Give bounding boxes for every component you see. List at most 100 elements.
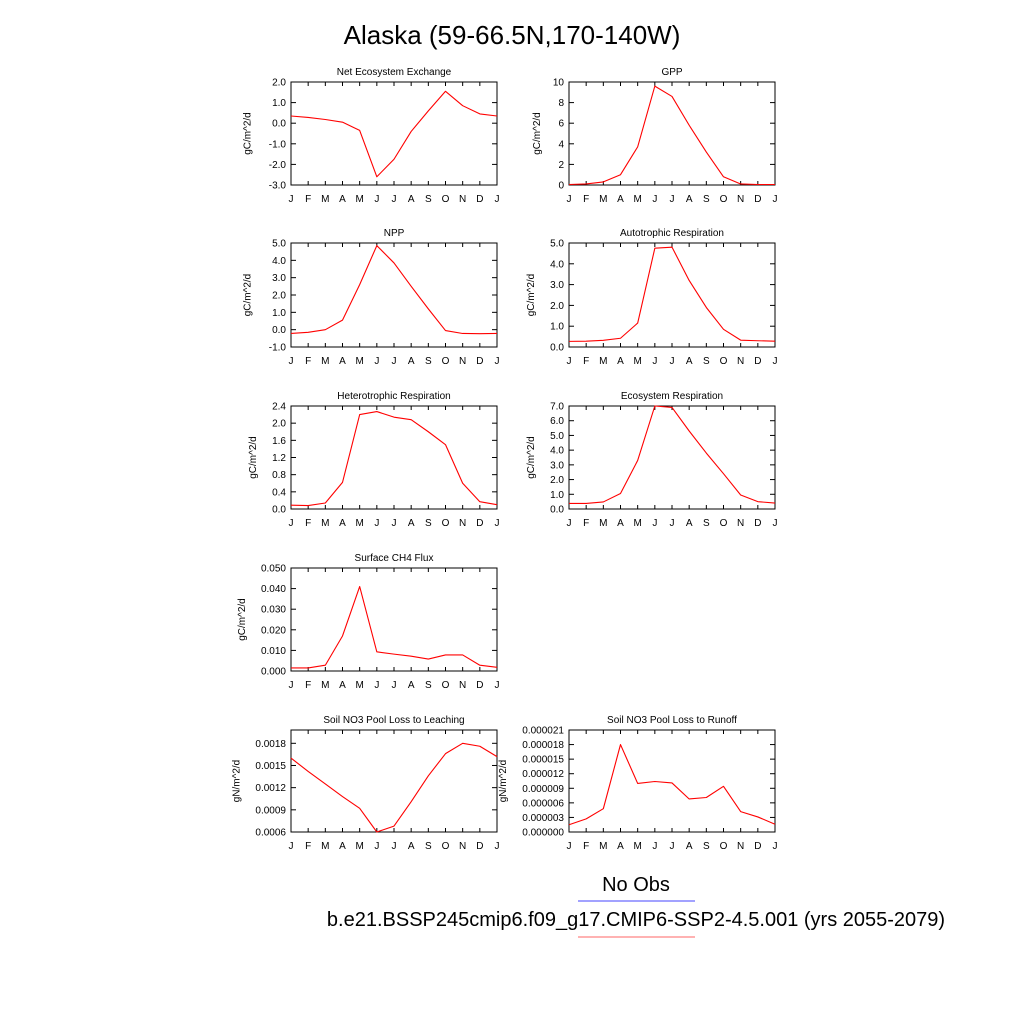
x-tick-label: M <box>599 356 607 367</box>
x-tick-label: D <box>754 841 761 852</box>
figure-legend: No Obs b.e21.BSSP245cmip6.f09_g17.CMIP6-… <box>327 874 945 938</box>
y-tick-label: 3.0 <box>550 460 564 471</box>
x-tick-label: A <box>617 356 624 367</box>
x-tick-label: A <box>408 680 415 691</box>
x-tick-label: A <box>686 518 693 529</box>
x-tick-label: J <box>670 194 675 205</box>
x-tick-label: J <box>495 194 500 205</box>
x-tick-label: O <box>442 194 450 205</box>
x-tick-label: A <box>408 356 415 367</box>
x-tick-label: D <box>476 194 483 205</box>
x-tick-label: A <box>408 194 415 205</box>
series-line <box>290 245 498 335</box>
y-tick-label: 0.030 <box>261 605 286 616</box>
plot-frame <box>568 242 776 348</box>
x-tick-label: J <box>773 356 778 367</box>
y-tick-label: 0.0 <box>272 325 286 336</box>
x-tick-label: S <box>703 356 710 367</box>
x-tick-label: M <box>633 356 641 367</box>
x-tick-label: J <box>773 518 778 529</box>
x-tick-label: O <box>442 518 450 529</box>
panel-title: Ecosystem Respiration <box>621 391 723 402</box>
x-tick-label: J <box>495 680 500 691</box>
y-tick-label: 0.0015 <box>255 761 286 772</box>
x-tick-label: S <box>425 518 432 529</box>
x-tick-label: M <box>321 194 329 205</box>
x-tick-label: O <box>720 518 728 529</box>
y-tick-label: 4 <box>558 139 564 150</box>
y-tick-label: 0.050 <box>261 564 286 575</box>
x-tick-label: O <box>720 194 728 205</box>
x-tick-label: F <box>583 194 589 205</box>
panel-title: Net Ecosystem Exchange <box>337 67 452 78</box>
x-tick-label: S <box>703 841 710 852</box>
figure-title: Alaska (59-66.5N,170-140W) <box>344 20 681 50</box>
x-tick-label: D <box>476 680 483 691</box>
y-tick-label: 2.4 <box>272 402 286 413</box>
y-tick-label: 3.0 <box>550 280 564 291</box>
panel-title: GPP <box>661 67 682 78</box>
x-tick-label: O <box>720 356 728 367</box>
x-tick-label: J <box>392 680 397 691</box>
y-tick-label: 0.000015 <box>522 755 564 766</box>
series-line <box>568 246 776 342</box>
x-tick-label: J <box>289 841 294 852</box>
y-tick-label: -2.0 <box>269 160 287 171</box>
x-tick-label: F <box>305 518 311 529</box>
x-tick-label: A <box>617 518 624 529</box>
x-tick-label: M <box>355 518 363 529</box>
x-tick-label: M <box>355 194 363 205</box>
y-tick-label: -1.0 <box>269 343 287 354</box>
x-tick-label: N <box>737 194 744 205</box>
x-tick-label: J <box>567 194 572 205</box>
x-tick-label: J <box>392 194 397 205</box>
y-tick-label: 1.0 <box>550 490 564 501</box>
x-tick-label: J <box>567 841 572 852</box>
y-tick-label: 0.4 <box>272 487 286 498</box>
y-axis-label: gN/m^2/d <box>231 760 242 803</box>
y-tick-label: 0.0 <box>272 119 286 130</box>
x-tick-label: J <box>392 518 397 529</box>
y-tick-label: 0.0 <box>550 505 564 516</box>
y-tick-label: 8 <box>558 98 564 109</box>
legend-model-label: b.e21.BSSP245cmip6.f09_g17.CMIP6-SSP2-4.… <box>327 909 945 931</box>
y-tick-label: 0.0006 <box>255 828 286 839</box>
x-tick-label: A <box>339 518 346 529</box>
x-tick-label: O <box>720 841 728 852</box>
x-tick-label: J <box>289 518 294 529</box>
y-tick-label: -3.0 <box>269 181 287 192</box>
x-tick-label: S <box>703 194 710 205</box>
x-tick-label: F <box>305 194 311 205</box>
series-line <box>569 405 776 504</box>
x-tick-label: M <box>321 841 329 852</box>
x-tick-label: M <box>321 518 329 529</box>
x-tick-label: J <box>495 518 500 529</box>
y-tick-label: 0.8 <box>272 470 286 481</box>
y-tick-label: 0.000 <box>261 667 286 678</box>
x-tick-label: J <box>773 194 778 205</box>
y-tick-label: 2.0 <box>272 291 286 302</box>
x-tick-label: M <box>599 194 607 205</box>
panel-title: Soil NO3 Pool Loss to Leaching <box>323 715 464 726</box>
x-tick-label: N <box>737 841 744 852</box>
x-tick-label: D <box>476 841 483 852</box>
y-tick-label: 4.0 <box>272 256 286 267</box>
x-tick-label: N <box>459 680 466 691</box>
y-tick-label: 0.000006 <box>522 798 564 809</box>
y-tick-label: 2.0 <box>550 475 564 486</box>
y-tick-label: 5.0 <box>272 239 286 250</box>
y-tick-label: 0.0 <box>272 505 286 516</box>
y-tick-label: 0.0012 <box>255 783 286 794</box>
x-tick-label: J <box>392 841 397 852</box>
y-axis-label: gC/m^2/d <box>526 274 537 317</box>
panel-title: Heterotrophic Respiration <box>337 391 450 402</box>
series-line <box>290 411 498 507</box>
x-tick-label: N <box>737 518 744 529</box>
series-line <box>568 744 776 826</box>
x-tick-label: D <box>476 518 483 529</box>
y-axis-label: gC/m^2/d <box>248 436 259 479</box>
